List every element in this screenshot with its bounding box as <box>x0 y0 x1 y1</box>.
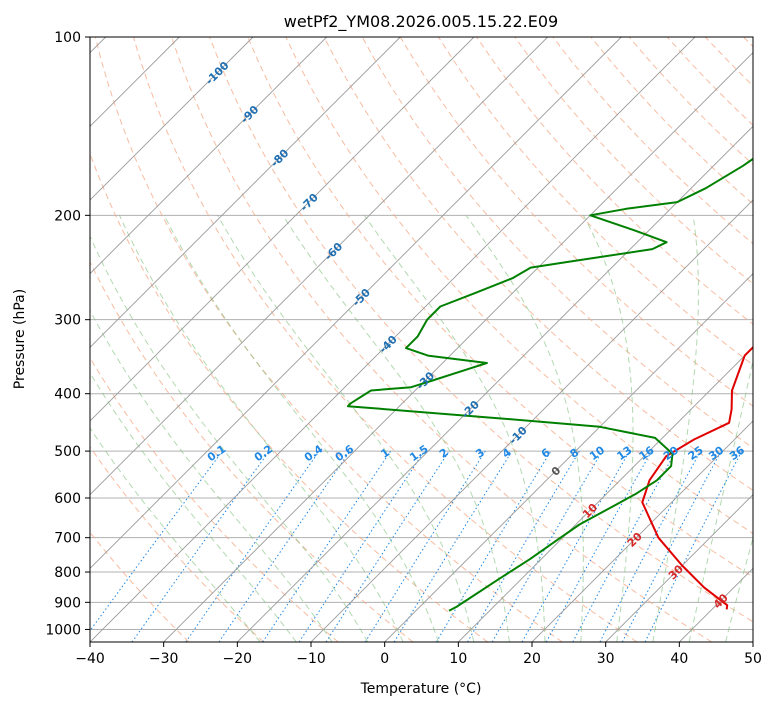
dewpoint-profile-line <box>346 157 753 612</box>
mixing-ratio-line <box>545 450 653 642</box>
plot-frame <box>89 36 754 643</box>
x-tick-label: −40 <box>75 651 105 667</box>
moist-adiabat <box>363 215 546 642</box>
dry-adiabat <box>247 37 753 578</box>
isotherm-line <box>90 37 254 201</box>
dry-adiabat <box>94 37 563 642</box>
moist-adiabat <box>217 215 475 642</box>
moist-adiabat <box>282 215 510 642</box>
profile-series <box>346 157 753 612</box>
x-tick-label: 10 <box>449 651 467 667</box>
mixing-ratio-line <box>521 450 630 642</box>
y-tick-label: 700 <box>54 531 81 547</box>
x-axis-ticks: −40 −30 −20 −10 0 10 20 30 40 50 <box>75 642 762 667</box>
mixing-ratio-lines <box>90 450 743 642</box>
dry-adiabat <box>209 37 753 623</box>
moist-adiabat <box>119 215 404 642</box>
y-tick-label: 800 <box>54 565 81 581</box>
mixing-ratio-line <box>572 450 677 642</box>
dry-adiabat <box>285 37 753 535</box>
x-tick-label: 40 <box>670 651 688 667</box>
dry-adiabat <box>323 37 753 491</box>
isotherm-line <box>90 37 622 569</box>
mixing-ratio-line <box>393 450 513 642</box>
chart-title: wetPf2_YM08.2026.005.15.22.E09 <box>284 12 558 32</box>
x-tick-label: 0 <box>380 651 389 667</box>
mixing-ratio-line <box>90 450 223 632</box>
isotherm-line <box>384 273 753 642</box>
x-tick-label: 30 <box>597 651 615 667</box>
dry-adiabat <box>90 446 264 642</box>
x-tick-label: 20 <box>523 651 541 667</box>
mixing-ratio-line <box>298 450 425 642</box>
y-axis-label: Pressure (hPa) <box>12 289 28 389</box>
plot-area <box>90 37 753 642</box>
mixing-ratio-line <box>262 450 392 642</box>
dry-adiabat <box>514 37 753 285</box>
y-tick-label: 200 <box>54 208 81 224</box>
temperature-profile-line <box>641 345 753 610</box>
isotherm-line <box>458 346 753 642</box>
dry-adiabat <box>90 356 339 642</box>
x-tick-label: 50 <box>744 651 762 667</box>
y-tick-label: 100 <box>54 30 81 46</box>
isotherm-line <box>90 37 548 496</box>
isotherm-line <box>90 37 327 275</box>
y-tick-label: 500 <box>54 444 81 460</box>
isotherm-line <box>90 37 401 348</box>
dry-adiabat <box>171 37 712 642</box>
x-tick-label: −10 <box>296 651 326 667</box>
y-axis-ticks: 100 200 300 400 500 600 700 800 900 1000 <box>45 30 90 638</box>
mixing-ratio-line <box>325 450 450 642</box>
dry-adiabat <box>476 37 753 325</box>
isotherm-line <box>310 199 753 642</box>
isotherm-line <box>90 37 696 642</box>
y-tick-label: 600 <box>54 491 81 507</box>
moist-adiabat <box>90 235 369 642</box>
x-tick-label: −30 <box>149 651 179 667</box>
y-tick-label: 400 <box>54 387 81 403</box>
mixing-ratio-line <box>185 450 320 642</box>
moist-adiabat <box>90 427 261 642</box>
moist-adiabat <box>163 215 439 642</box>
isotherm-line <box>237 125 753 642</box>
y-tick-label: 1000 <box>45 622 81 638</box>
dry-adiabat <box>132 37 638 642</box>
moist-adiabat <box>90 309 333 642</box>
isotherm-line <box>90 37 475 422</box>
x-axis-label: Temperature (°C) <box>360 681 482 697</box>
mixing-ratio-line <box>131 450 270 642</box>
isotherm-line <box>163 52 753 642</box>
y-tick-label: 300 <box>54 313 81 329</box>
y-tick-label: 900 <box>54 595 81 611</box>
moist-adiabat <box>582 215 634 642</box>
isotherm-line <box>605 494 753 642</box>
x-tick-label: −20 <box>223 651 253 667</box>
dry-adiabats <box>90 37 753 642</box>
moist-adiabat <box>652 215 699 642</box>
moist-adiabat <box>90 371 297 642</box>
mixing-ratio-line <box>218 450 351 642</box>
isotherms <box>90 37 753 642</box>
isotherm-line <box>531 420 753 642</box>
mixing-ratio-line <box>644 450 743 642</box>
moist-adiabats <box>90 215 753 642</box>
dry-adiabat <box>90 260 414 642</box>
moist-adiabat <box>465 215 584 642</box>
